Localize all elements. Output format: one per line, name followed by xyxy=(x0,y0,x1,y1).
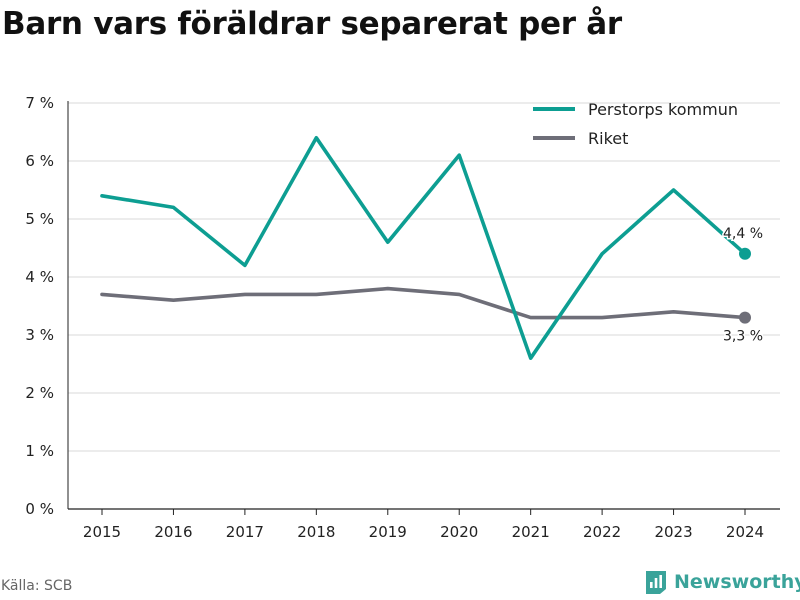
y-tick-label: 6 % xyxy=(25,152,54,170)
end-label-riket: 3,3 % xyxy=(723,329,763,345)
series-line-riket xyxy=(100,286,747,320)
brand-name: Newsworthy xyxy=(674,571,800,593)
series-line-perstorps-kommun xyxy=(100,136,747,361)
source-note: Källa: SCB xyxy=(1,578,73,594)
y-tick-label: 5 % xyxy=(25,210,54,228)
legend-label-riket: Riket xyxy=(588,129,628,148)
x-tick-label: 2024 xyxy=(726,523,764,541)
y-tick-label: 4 % xyxy=(25,268,54,286)
x-tick-label: 2020 xyxy=(440,523,478,541)
x-tick-label: 2016 xyxy=(154,523,192,541)
y-tick-label: 0 % xyxy=(25,500,54,518)
x-tick-label: 2022 xyxy=(583,523,621,541)
y-tick-label: 7 % xyxy=(25,94,54,112)
legend-label-perstorps-kommun: Perstorps kommun xyxy=(588,100,738,119)
y-tick-label: 1 % xyxy=(25,442,54,460)
y-tick-label: 3 % xyxy=(25,326,54,344)
y-tick-label: 2 % xyxy=(25,384,54,402)
chart-title: Barn vars föräldrar separerat per år xyxy=(2,6,622,42)
brand-logo: Newsworthy xyxy=(644,569,800,595)
x-tick-label: 2019 xyxy=(369,523,407,541)
end-marker-perstorps-kommun xyxy=(739,247,751,260)
x-tick-label: 2015 xyxy=(83,523,121,541)
x-tick-label: 2018 xyxy=(297,523,335,541)
end-marker-riket xyxy=(739,311,751,324)
x-tick-label: 2017 xyxy=(226,523,264,541)
x-tick-label: 2023 xyxy=(654,523,692,541)
newsworthy-logo-icon xyxy=(646,571,666,594)
end-label-perstorps-kommun: 4,4 % xyxy=(723,226,763,242)
x-tick-label: 2021 xyxy=(512,523,550,541)
